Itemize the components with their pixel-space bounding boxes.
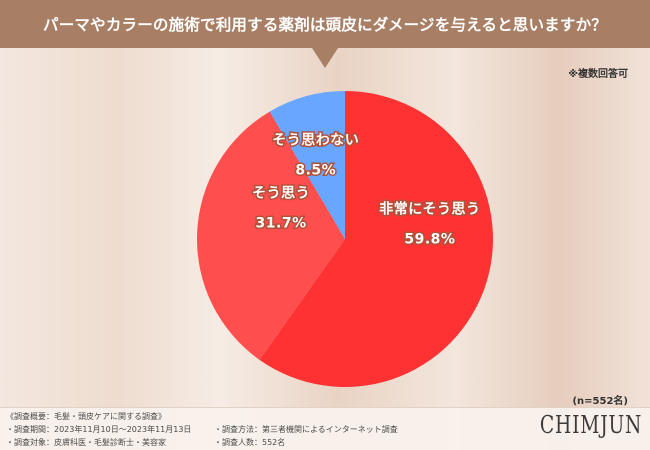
label-very-much: 非常にそう思う 59.8% [378, 199, 482, 249]
survey-count: ・調査人数：552名 [214, 438, 286, 447]
slice-category-label: そう思う [252, 186, 310, 202]
sample-size: (n=552名) [572, 396, 628, 407]
multiple-answer-note: ※複数回答可 [568, 69, 628, 80]
slice-no [269, 91, 345, 239]
slice-percent-label: 8.5% [295, 163, 336, 179]
brand-logo: CHIMJUN [539, 411, 642, 439]
header-pointer [312, 48, 338, 68]
survey-footer: 《調査概要：毛髪・頭皮ケアに関する調査》 ・調査期間：2023年11月10日〜2… [0, 407, 650, 450]
page-title: パーマやカラーの施術で利用する薬剤は頭皮にダメージを与えると思いますか？ [43, 16, 607, 34]
slice-percent-label: 31.7% [256, 216, 307, 232]
survey-overview: 《調査概要：毛髪・頭皮ケアに関する調査》 [6, 412, 166, 421]
survey-target: ・調査対象：皮膚科医・毛髪診断士・美容家 [6, 438, 166, 447]
slice-somewhat [196, 111, 345, 360]
slice-category-label: そう思わない [272, 133, 359, 149]
label-no: そう思わない 8.5% [271, 131, 361, 180]
slice-category-label: 非常にそう思う [379, 201, 480, 218]
survey-method: ・調査方法：第三者機関によるインターネット調査 [214, 425, 398, 434]
question-header: パーマやカラーの施術で利用する薬剤は頭皮にダメージを与えると思いますか？ [0, 0, 650, 48]
slice-percent-label: 59.8% [404, 232, 455, 248]
slice-very-much [259, 91, 493, 388]
label-somewhat: そう思う 31.7% [251, 184, 312, 233]
survey-period: ・調査期間：2023年11月10日〜2023年11月13日 [6, 425, 192, 434]
